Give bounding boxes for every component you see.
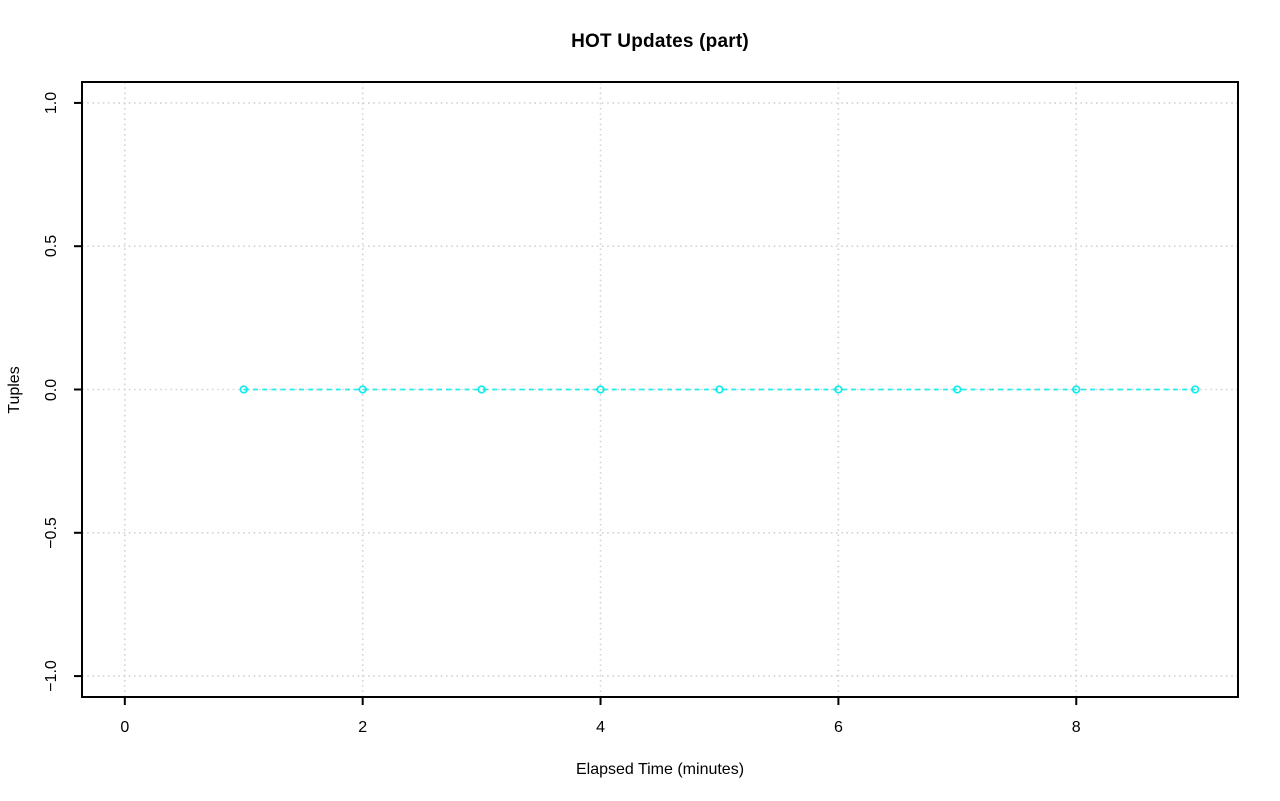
data-point [596,385,605,394]
y-tick-label: 1.0 [43,91,60,115]
data-point [477,385,486,394]
x-tick-label: 0 [120,719,130,736]
y-tick-label: −1.0 [43,660,60,692]
data-point [239,385,248,394]
data-point [358,385,367,394]
x-tick-label: 2 [358,719,368,736]
x-tick-label: 8 [1071,719,1081,736]
y-tick-label: 0.5 [43,235,60,258]
y-axis-title: Tuples [6,366,23,414]
data-point [834,385,843,394]
x-axis-title: Elapsed Time (minutes) [575,761,745,778]
data-point [953,385,962,394]
chart-title: HOT Updates (part) [571,31,749,52]
y-tick-label: 0.0 [43,378,60,401]
y-tick-label: −0.5 [43,516,60,549]
x-tick-label: 4 [596,719,605,736]
data-point [715,385,724,394]
data-point [1072,385,1081,394]
data-point [1191,385,1200,394]
x-tick-label: 6 [833,719,843,736]
